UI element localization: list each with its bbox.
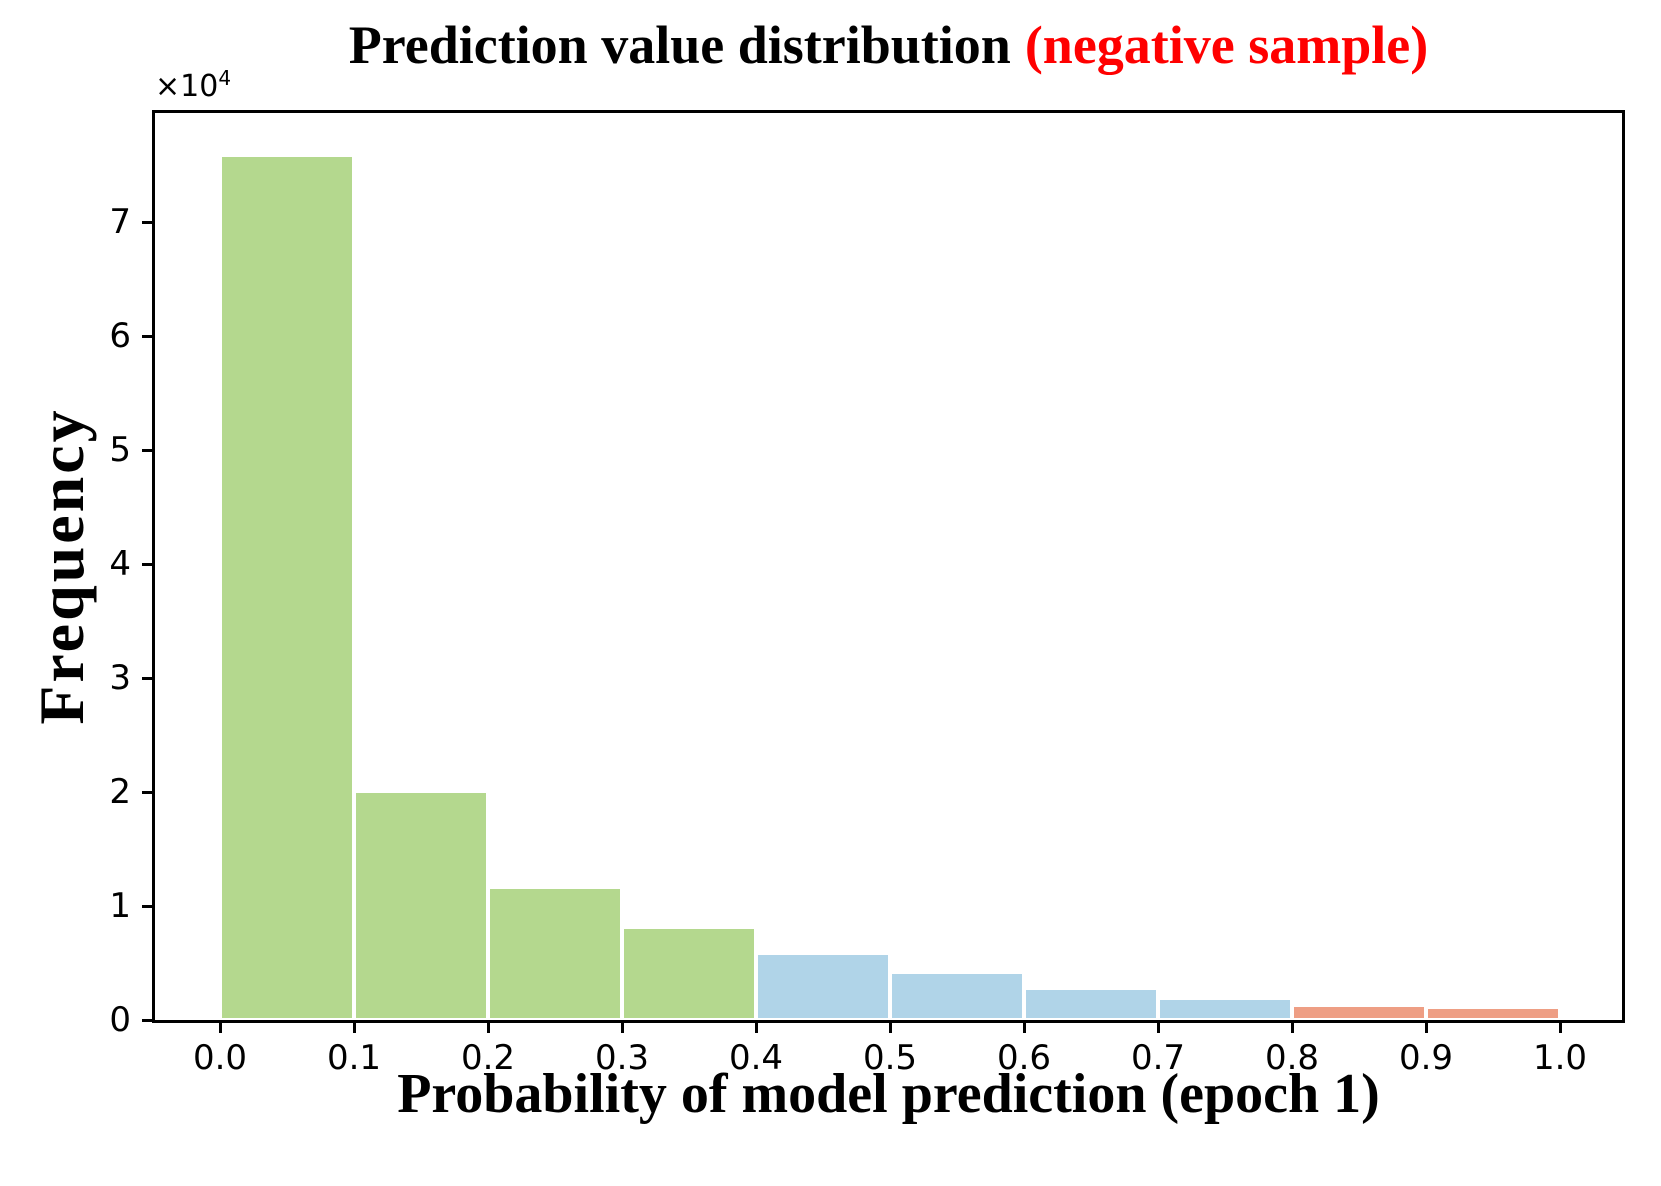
y-axis-tick <box>142 449 155 452</box>
y-axis-tick <box>142 677 155 680</box>
x-axis-tick <box>1157 1020 1160 1033</box>
histogram-bar <box>1024 988 1158 1020</box>
y-axis-tick <box>142 791 155 794</box>
histogram-bar <box>890 972 1024 1020</box>
histogram-bar <box>488 887 622 1020</box>
x-axis-tick <box>1291 1020 1294 1033</box>
histogram-bar <box>1158 998 1292 1020</box>
x-axis-tick-label: 0.9 <box>1398 1038 1454 1078</box>
x-axis-tick-label: 0.0 <box>192 1038 248 1078</box>
y-axis-tick <box>142 1019 155 1022</box>
y-axis-tick <box>142 905 155 908</box>
y-offset-exponent: 4 <box>218 66 232 90</box>
x-axis-tick <box>353 1020 356 1033</box>
x-axis-tick-label: 0.1 <box>326 1038 382 1078</box>
plot-area: 0.0 0.1 0.2 0.3 0.4 0.5 0.6 0.7 0.8 0.9 1.0 0 1 2 3 4 5 6… <box>109 110 1625 1078</box>
x-axis-tick-label: 0.5 <box>862 1038 918 1078</box>
y-axis-tick-label: 4 <box>109 544 131 584</box>
y-axis-tick-label: 1 <box>109 886 131 926</box>
x-axis-tick-label: 0.8 <box>1264 1038 1320 1078</box>
x-axis-tick <box>755 1020 758 1033</box>
y-axis-tick-label: 3 <box>109 658 131 698</box>
x-axis-tick <box>1425 1020 1428 1033</box>
histogram-bar <box>1426 1007 1560 1020</box>
x-axis-label: Probability of model prediction (epoch 1… <box>397 1063 1380 1125</box>
x-axis-tick <box>487 1020 490 1033</box>
y-axis-offset-text: ×104 <box>155 66 231 104</box>
x-axis-tick <box>621 1020 624 1033</box>
x-axis-tick-label: 0.3 <box>594 1038 650 1078</box>
x-axis-tick <box>1559 1020 1562 1033</box>
histogram-bar <box>756 953 890 1020</box>
x-axis-tick <box>1023 1020 1026 1033</box>
histogram-bar <box>622 927 756 1020</box>
x-axis-tick-label: 0.2 <box>460 1038 516 1078</box>
chart-title: Prediction value distribution (negative s… <box>152 14 1625 76</box>
y-axis-tick-label: 5 <box>109 430 131 470</box>
y-axis-label: Frequency <box>26 407 97 725</box>
x-axis-tick-label: 0.7 <box>1130 1038 1186 1078</box>
x-axis-tick-label: 1.0 <box>1532 1038 1588 1078</box>
x-axis-tick-label: 0.4 <box>728 1038 784 1078</box>
x-axis-tick <box>219 1020 222 1033</box>
y-axis-tick <box>142 335 155 338</box>
chart-title-highlight: (negative sample) <box>1024 15 1429 75</box>
histogram-bar <box>220 155 354 1020</box>
y-axis-tick-label: 6 <box>109 316 131 356</box>
y-axis-tick-label: 7 <box>109 202 131 242</box>
chart-title-main: Prediction value distribution <box>348 15 1011 75</box>
y-axis-tick-label: 0 <box>109 1000 131 1040</box>
plot-inner: 0.0 0.1 0.2 0.3 0.4 0.5 0.6 0.7 0.8 0.9 1.0 0 1 2 3 4 5 6… <box>109 113 1622 1078</box>
histogram-bar <box>1292 1005 1426 1020</box>
y-axis-tick <box>142 221 155 224</box>
y-axis-tick-label: 2 <box>109 772 131 812</box>
y-offset-base: ×10 <box>155 69 219 104</box>
x-axis-tick-label: 0.6 <box>996 1038 1052 1078</box>
x-axis-tick <box>889 1020 892 1033</box>
histogram-bar <box>354 791 488 1020</box>
y-axis-tick <box>142 563 155 566</box>
